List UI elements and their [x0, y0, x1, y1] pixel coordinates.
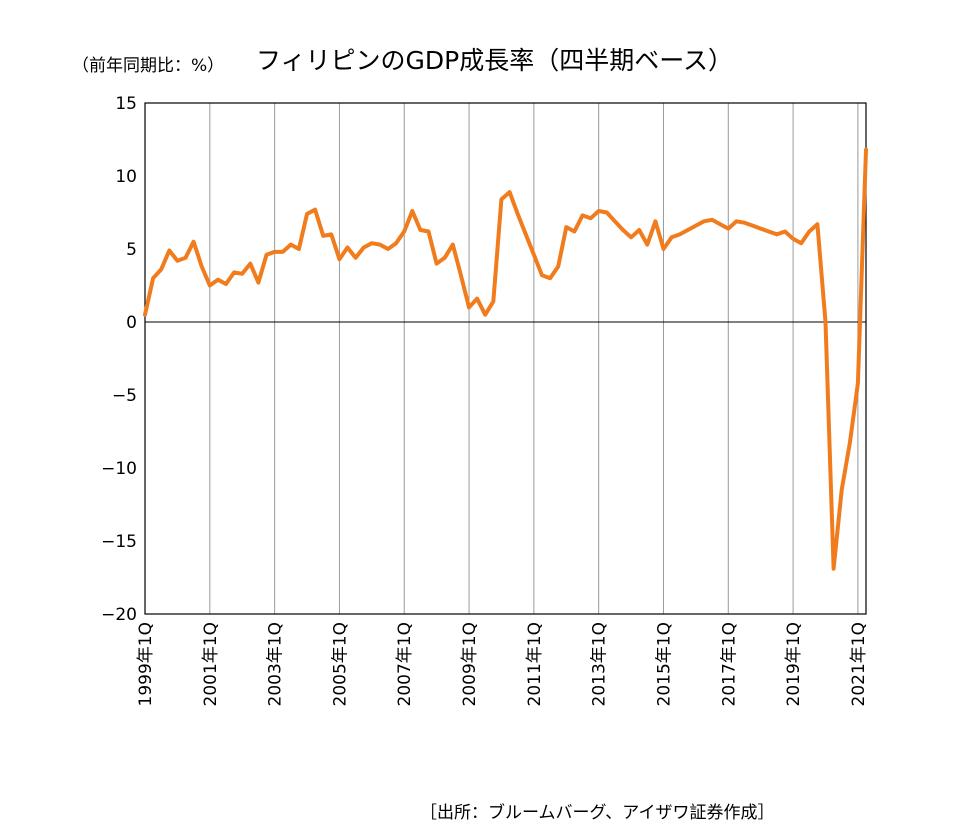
- x-tick-label: 2011年1Q: [525, 622, 545, 706]
- x-tick-label: 2017年1Q: [719, 622, 739, 706]
- x-tick-label: 2005年1Q: [330, 622, 350, 706]
- vertical-grid-lines: [209, 103, 859, 614]
- source-note: ［出所：ブルームバーグ、アイザワ証券作成］: [420, 802, 774, 823]
- y-tick-label: −20: [101, 605, 137, 625]
- y-tick-label: −10: [101, 459, 137, 479]
- x-tick-label: 2013年1Q: [590, 622, 610, 706]
- x-tick-label: 2001年1Q: [201, 622, 221, 706]
- y-tick-label: 5: [126, 240, 137, 260]
- y-tick-label: 15: [115, 94, 137, 114]
- x-axis-ticks: 1999年1Q 2001年1Q 2003年1Q 2005年1Q 2007年1Q 2009年…: [136, 622, 869, 706]
- chart-title: フィリピンのGDP成長率（四半期ベース）: [256, 46, 733, 75]
- x-tick-label: 2009年1Q: [460, 622, 480, 706]
- x-tick-label: 2019年1Q: [784, 622, 804, 706]
- y-tick-label: −15: [101, 532, 137, 552]
- x-tick-label: 2015年1Q: [654, 622, 674, 706]
- x-tick-label: 2007年1Q: [395, 622, 415, 706]
- unit-label: （前年同期比：%）: [72, 56, 224, 76]
- gdp-growth-line: [143, 147, 868, 571]
- y-tick-label: 0: [126, 313, 137, 333]
- x-tick-label: 2003年1Q: [266, 622, 286, 706]
- plot-frame: [144, 102, 867, 615]
- y-axis-ticks: 15 10 5 0 −5 −10 −15 −20: [101, 94, 137, 625]
- x-tick-label: 2021年1Q: [849, 622, 869, 706]
- y-tick-label: −5: [112, 386, 137, 406]
- x-tick-label: 1999年1Q: [136, 622, 156, 706]
- y-tick-label: 10: [115, 167, 137, 187]
